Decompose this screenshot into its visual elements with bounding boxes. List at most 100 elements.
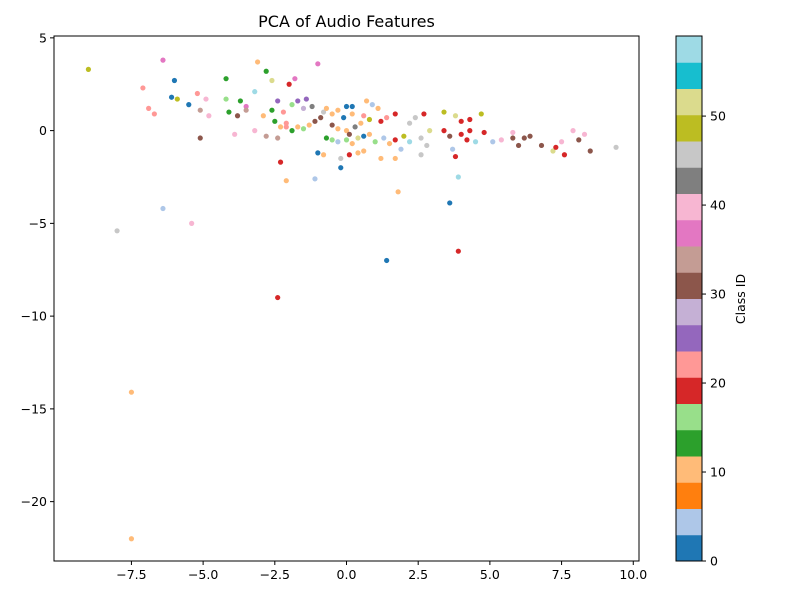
data-point [341, 115, 347, 121]
data-point [401, 133, 407, 139]
data-point [146, 105, 152, 111]
data-point [277, 159, 284, 165]
data-point [309, 103, 315, 110]
data-point [398, 146, 404, 152]
data-point [223, 76, 229, 82]
data-point [576, 137, 582, 143]
colorbar-segment [676, 193, 702, 221]
data-point [280, 109, 287, 115]
data-point [553, 144, 559, 150]
colorbar-segment [676, 219, 702, 247]
data-point [464, 137, 470, 143]
data-point [306, 122, 312, 128]
data-point [234, 113, 241, 119]
data-point [232, 131, 238, 137]
data-point [272, 118, 278, 124]
data-point [561, 152, 568, 158]
data-point [369, 102, 375, 108]
data-point [114, 228, 120, 234]
x-tick-label: 2.5 [408, 567, 428, 582]
x-tick-label: 5.0 [480, 567, 500, 582]
data-point [458, 131, 464, 137]
data-point [384, 115, 390, 121]
data-point [194, 90, 200, 97]
data-point [386, 140, 393, 147]
data-point [286, 81, 292, 87]
colorbar-segment [676, 62, 702, 89]
data-point [329, 137, 335, 143]
data-point [295, 124, 301, 130]
colorbar-tick-label: 40 [710, 198, 726, 213]
data-point [361, 113, 367, 119]
x-tick-label: 0.0 [337, 567, 357, 582]
data-point [197, 135, 203, 141]
y-axis: 5 0 −5 −10 −15 −20 [21, 30, 54, 509]
colorbar-label: Class ID [733, 274, 748, 324]
colorbar-segment [676, 456, 702, 483]
data-point [458, 118, 464, 124]
data-point [406, 120, 413, 126]
colorbar-segment [676, 324, 702, 352]
data-point [197, 107, 203, 113]
data-point [318, 115, 324, 121]
y-tick-label: −5 [29, 216, 47, 231]
colorbar-tick-label: 10 [710, 465, 726, 480]
x-tick-label: 10.0 [619, 567, 647, 582]
data-point [315, 61, 321, 67]
data-point [186, 102, 192, 108]
data-point [289, 102, 295, 108]
data-point [128, 536, 135, 542]
colorbar-segment [676, 272, 702, 299]
data-point [381, 135, 387, 141]
data-point [472, 139, 479, 145]
data-point [452, 113, 459, 119]
data-point [427, 128, 433, 134]
data-point [85, 66, 92, 72]
data-point [269, 77, 275, 84]
data-point [338, 165, 344, 171]
data-point [570, 128, 576, 134]
data-point [366, 116, 373, 123]
data-point [223, 96, 229, 102]
data-point [140, 85, 146, 91]
points-layer [85, 57, 619, 542]
data-point [252, 89, 258, 95]
data-point [237, 98, 243, 104]
colorbar-segment [676, 36, 702, 63]
data-point [384, 257, 390, 264]
data-point [260, 113, 266, 119]
data-point [478, 111, 484, 117]
colorbar-segment [676, 351, 702, 378]
data-point [292, 76, 298, 82]
data-point [275, 294, 281, 301]
chart-title: PCA of Audio Features [258, 12, 435, 31]
data-point [312, 118, 318, 124]
data-point [315, 150, 321, 156]
data-point [515, 142, 522, 149]
data-point [352, 124, 358, 130]
data-point [243, 107, 249, 113]
colorbar-segment [676, 377, 702, 404]
data-point [343, 128, 350, 134]
data-point [421, 111, 427, 117]
data-point [255, 59, 261, 65]
colorbar-tick-label: 20 [710, 376, 726, 391]
data-point [349, 111, 355, 117]
colorbar: 0 10 20 30 40 50 [675, 35, 726, 569]
data-point [206, 113, 212, 119]
data-point [343, 137, 350, 143]
y-tick-label: 5 [39, 30, 47, 45]
data-point [378, 118, 384, 124]
data-point [490, 139, 496, 145]
data-point [406, 139, 413, 145]
data-point [361, 148, 367, 154]
data-point [283, 178, 289, 184]
x-tick-label: −2.5 [260, 567, 290, 582]
data-point [346, 131, 352, 137]
colorbar-segment [676, 167, 702, 194]
data-point [295, 98, 301, 104]
data-point [243, 103, 249, 110]
data-point [349, 140, 355, 147]
data-point [303, 96, 309, 102]
data-point [263, 133, 269, 139]
